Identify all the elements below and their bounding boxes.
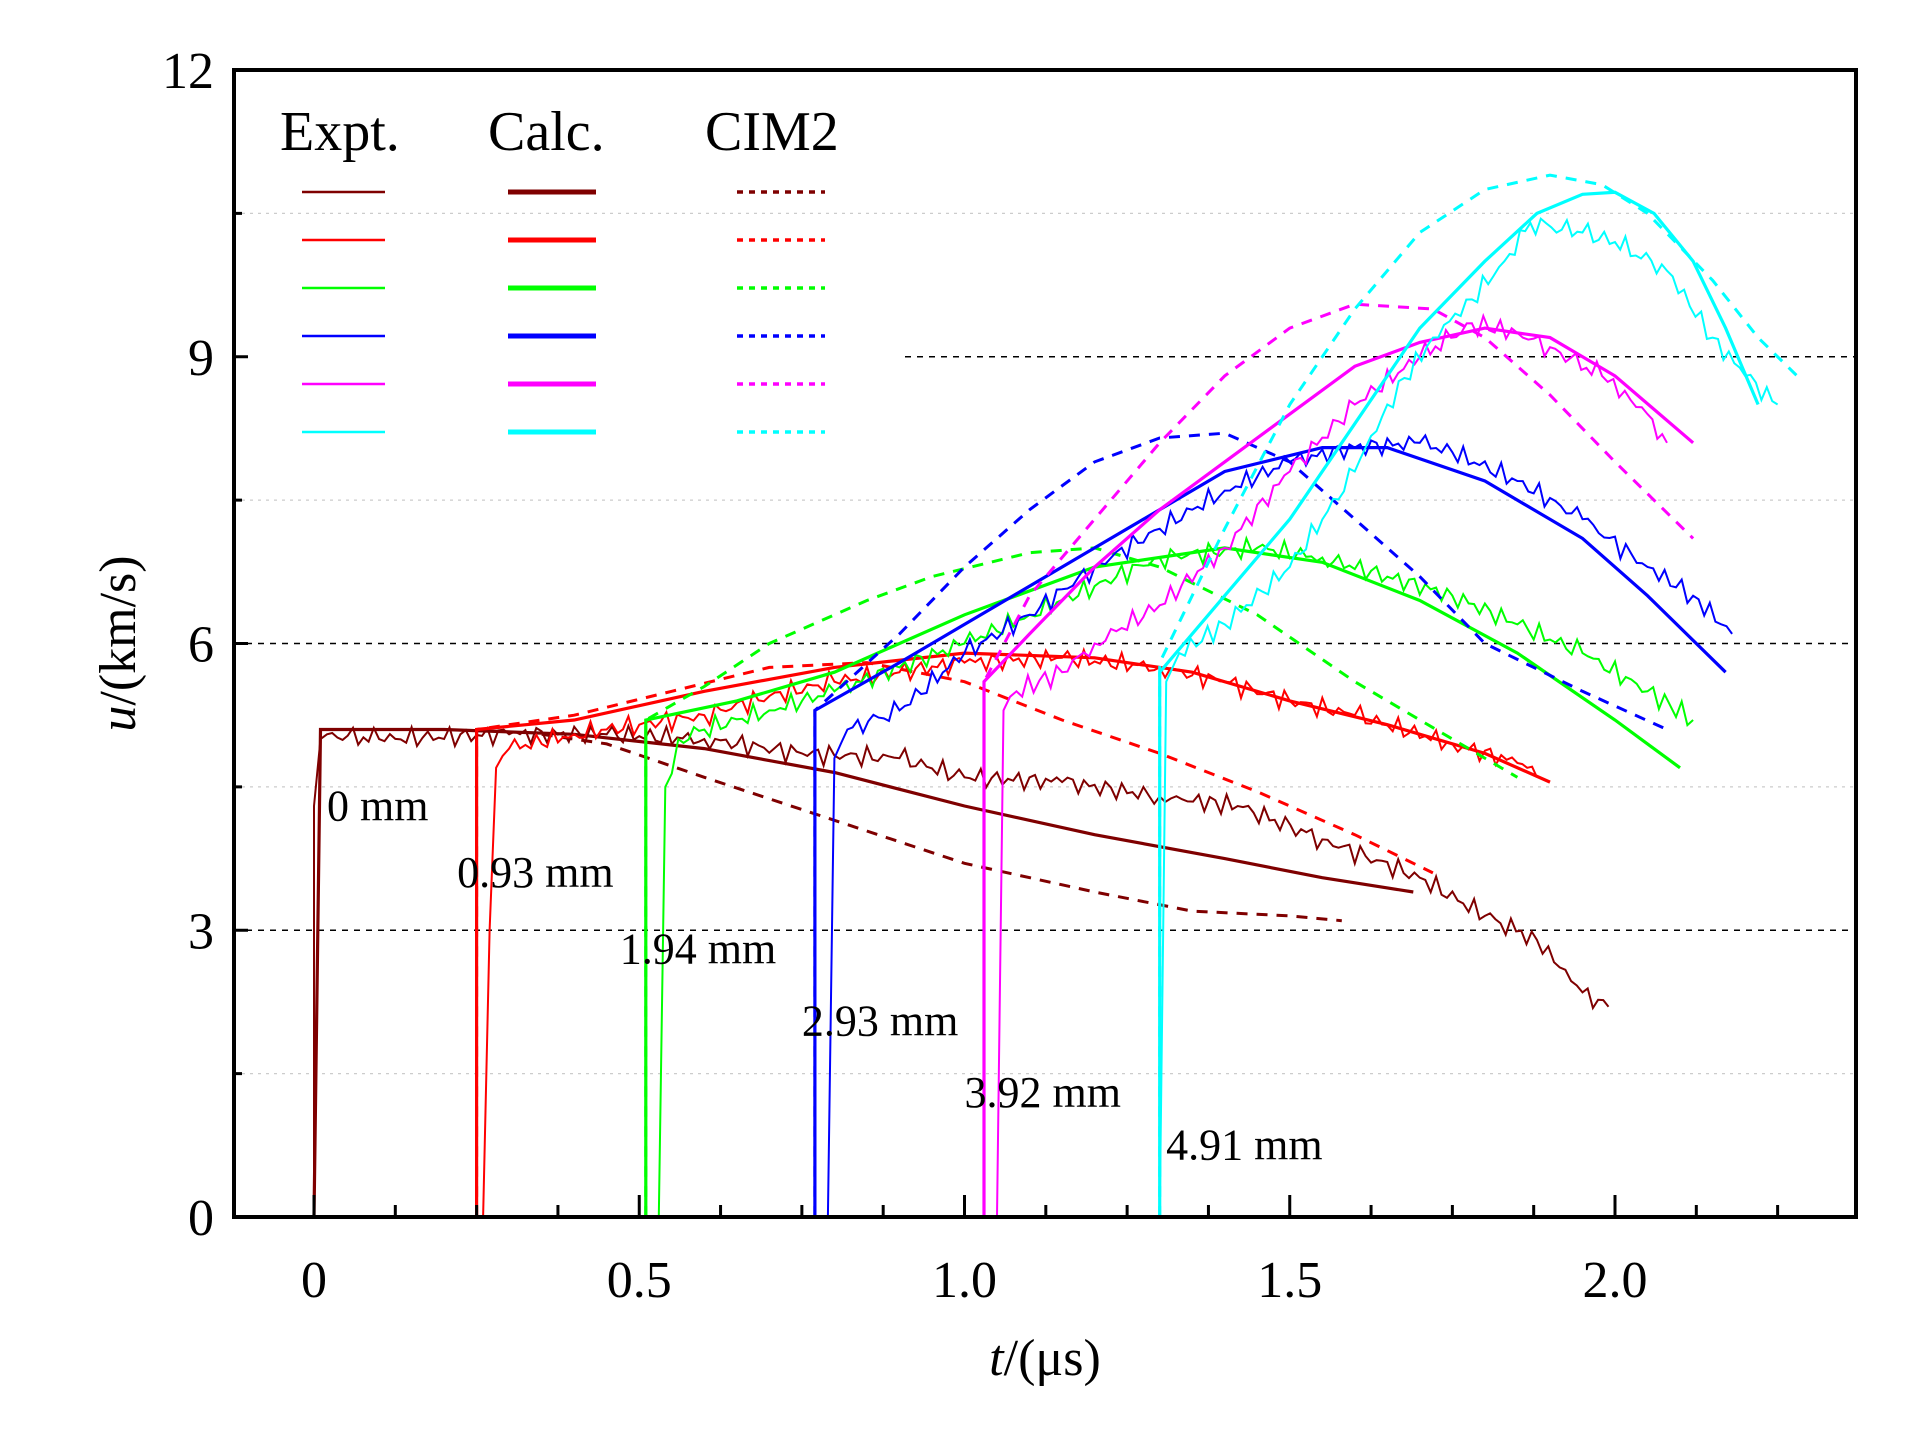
y-tick-label: 9 [188, 330, 214, 387]
y-tick-label: 6 [188, 617, 214, 674]
cim2-curve-2-93-mm [813, 431, 1668, 1217]
x-tick-label: 0 [301, 1252, 327, 1309]
y-tick-label: 12 [162, 43, 214, 100]
x-axis-title-var: t [989, 1330, 1005, 1387]
expt-curve-2-93-mm [826, 433, 1733, 1218]
gridlines [234, 212, 1856, 1075]
calc-curve-4-91-mm [1158, 190, 1760, 1217]
expt-curve-3-92-mm [996, 312, 1668, 1218]
y-tick-label: 3 [188, 903, 214, 960]
depth-label: 3.92 mm [965, 1068, 1121, 1117]
depth-annotations: 0 mm 0.93 mm1.94 mm 2.93 mm3.92 mm 4.91 mm [327, 781, 1323, 1169]
depth-label: 0.93 mm [457, 848, 613, 897]
y-axis-title-var: u [90, 706, 147, 732]
x-tick-label: 0.5 [607, 1252, 672, 1309]
legend-header: Calc. [488, 101, 605, 163]
x-tick-label: 1.5 [1257, 1252, 1322, 1309]
cim2-curve-4-91-mm [1158, 173, 1799, 1217]
axis-ticks: 0 0.5 1.0 1.5 2.0 0 3 6 9 12 [162, 43, 1780, 1309]
cim2-curve-0-93-mm [475, 661, 1434, 1217]
x-tick-label: 2.0 [1583, 1252, 1648, 1309]
x-tick-label: 1.0 [932, 1252, 997, 1309]
legend: Expt. Calc. CIM2 [280, 101, 839, 435]
x-axis-title-unit: /(μs) [1004, 1330, 1101, 1387]
depth-label: 4.91 mm [1166, 1121, 1322, 1170]
calc-curve-2-93-mm [813, 446, 1727, 1217]
calc-curve-0-93-mm [475, 651, 1551, 1217]
legend-header: CIM2 [705, 101, 839, 163]
cim2-curve-3-92-mm [982, 302, 1695, 1217]
calc-curve-3-92-mm [982, 326, 1695, 1217]
x-axis-title: t/(μs) [989, 1330, 1101, 1387]
y-axis-title-unit: /(km/s) [90, 555, 147, 705]
expt-curve-4-91-mm [1158, 216, 1779, 1218]
plot-curves [312, 173, 1799, 1218]
expt-curve-1-94-mm [657, 535, 1694, 1218]
y-tick-label: 0 [188, 1190, 214, 1247]
legend-header: Expt. [280, 101, 400, 163]
depth-label: 1.94 mm [620, 925, 776, 974]
expt-curve-0-mm [313, 722, 1610, 1217]
expt-curve-0-93-mm [482, 646, 1538, 1218]
cim2-curve-1-94-mm [644, 546, 1519, 1217]
depth-label: 2.93 mm [802, 996, 958, 1045]
depth-label: 0 mm [327, 781, 428, 830]
y-axis-title: u/(km/s) [90, 555, 147, 731]
cim2-curve-0-mm [541, 732, 1342, 923]
